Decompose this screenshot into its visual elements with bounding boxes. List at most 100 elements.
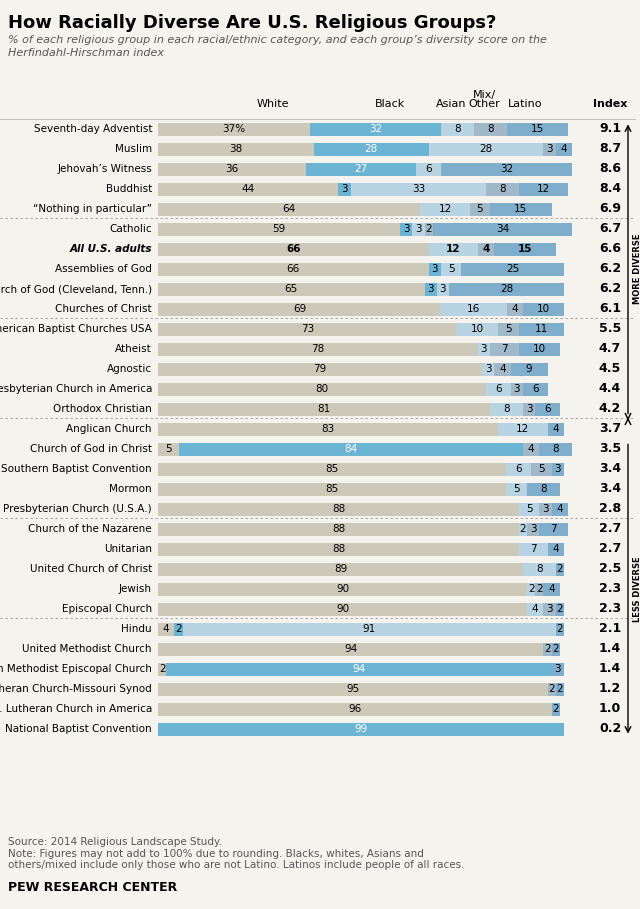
Text: Seventh-day Adventist: Seventh-day Adventist <box>33 124 152 134</box>
Text: White: White <box>257 99 289 109</box>
Text: 3.4: 3.4 <box>599 483 621 495</box>
Text: 6.2: 6.2 <box>599 263 621 275</box>
Text: 38: 38 <box>229 144 243 154</box>
Bar <box>490 343 519 355</box>
Text: 6: 6 <box>532 384 538 394</box>
Text: 89: 89 <box>334 564 347 574</box>
Bar <box>556 683 564 695</box>
Text: 6: 6 <box>426 164 432 174</box>
Text: Catholic: Catholic <box>109 224 152 234</box>
Bar <box>523 303 564 315</box>
Text: 36: 36 <box>225 164 239 174</box>
Text: Note: Figures may not add to 100% due to rounding. Blacks, whites, Asians and: Note: Figures may not add to 100% due to… <box>8 849 424 859</box>
Bar <box>306 163 416 175</box>
Text: 83: 83 <box>321 424 335 434</box>
Text: Presbyterian Church (U.S.A.): Presbyterian Church (U.S.A.) <box>3 504 152 514</box>
Text: 8: 8 <box>487 124 493 134</box>
Text: 8.4: 8.4 <box>599 183 621 195</box>
Bar <box>182 623 556 635</box>
Text: 84: 84 <box>344 444 357 454</box>
Bar <box>540 523 568 535</box>
Bar <box>478 343 490 355</box>
Text: 4: 4 <box>557 504 563 514</box>
Bar <box>158 243 429 255</box>
Text: 3.7: 3.7 <box>599 423 621 435</box>
Bar <box>449 283 564 295</box>
Text: 4.2: 4.2 <box>599 403 621 415</box>
Bar <box>547 683 556 695</box>
Bar <box>424 283 437 295</box>
Text: 2.7: 2.7 <box>599 523 621 535</box>
Text: 91: 91 <box>362 624 376 634</box>
Text: 5: 5 <box>477 204 483 214</box>
Text: 10: 10 <box>532 344 546 354</box>
Bar <box>543 643 552 655</box>
Text: 7: 7 <box>501 344 508 354</box>
Text: 3: 3 <box>403 224 410 234</box>
Text: United Church of Christ: United Church of Christ <box>29 564 152 574</box>
Bar <box>158 303 441 315</box>
Text: 9: 9 <box>525 364 532 374</box>
Text: Index: Index <box>593 99 627 109</box>
Text: Source: 2014 Religious Landscape Study.: Source: 2014 Religious Landscape Study. <box>8 837 222 847</box>
Text: 16: 16 <box>467 304 481 314</box>
Text: All U.S. adults: All U.S. adults <box>70 244 152 254</box>
Bar <box>519 343 560 355</box>
Text: 34: 34 <box>496 224 509 234</box>
Text: 69: 69 <box>293 304 306 314</box>
Bar <box>158 703 552 715</box>
Text: 3: 3 <box>481 344 487 354</box>
Bar <box>441 263 461 275</box>
Text: 4: 4 <box>552 544 559 554</box>
Text: Evang. Lutheran Church in America: Evang. Lutheran Church in America <box>0 704 152 714</box>
Text: 2: 2 <box>557 684 563 694</box>
Text: 2: 2 <box>548 684 555 694</box>
Text: 27: 27 <box>355 164 367 174</box>
Text: 88: 88 <box>332 504 345 514</box>
Text: 2: 2 <box>520 524 526 534</box>
Text: Anglican Church: Anglican Church <box>67 424 152 434</box>
Text: 2.5: 2.5 <box>599 563 621 575</box>
Text: 1.4: 1.4 <box>599 663 621 675</box>
Text: 1.0: 1.0 <box>599 703 621 715</box>
Text: 3: 3 <box>513 384 520 394</box>
Text: Atheist: Atheist <box>115 344 152 354</box>
Text: 44: 44 <box>241 184 255 194</box>
Bar <box>556 623 564 635</box>
Text: 1.2: 1.2 <box>599 683 621 695</box>
Text: 4: 4 <box>552 424 559 434</box>
Text: 32: 32 <box>500 164 513 174</box>
Bar <box>474 123 506 135</box>
Bar <box>158 183 339 195</box>
Bar <box>482 363 494 375</box>
Bar <box>552 463 564 475</box>
Bar <box>158 123 310 135</box>
Bar <box>547 543 564 555</box>
Text: 4.5: 4.5 <box>599 363 621 375</box>
Text: 79: 79 <box>314 364 326 374</box>
Text: 10: 10 <box>537 304 550 314</box>
Text: 32: 32 <box>369 124 382 134</box>
Bar <box>158 163 306 175</box>
Text: 0.2: 0.2 <box>599 723 621 735</box>
Bar <box>519 523 527 535</box>
Text: Church of the Nazarene: Church of the Nazarene <box>28 524 152 534</box>
Text: 3: 3 <box>428 284 434 294</box>
Text: others/mixed include only those who are not Latino. Latinos include people of al: others/mixed include only those who are … <box>8 860 465 870</box>
Text: 4: 4 <box>163 624 170 634</box>
Bar <box>494 363 511 375</box>
Text: 6.7: 6.7 <box>599 223 621 235</box>
Bar <box>523 443 540 455</box>
Text: 1.4: 1.4 <box>599 643 621 655</box>
Text: 6.6: 6.6 <box>599 243 621 255</box>
Bar <box>412 223 424 235</box>
Text: 96: 96 <box>348 704 362 714</box>
Bar <box>543 143 556 155</box>
Bar <box>437 283 449 295</box>
Text: Presbyterian Church in America: Presbyterian Church in America <box>0 384 152 394</box>
Text: 4: 4 <box>561 144 567 154</box>
Bar <box>179 443 523 455</box>
Bar <box>158 563 523 575</box>
Text: 6: 6 <box>544 404 551 414</box>
Text: 6.2: 6.2 <box>599 283 621 295</box>
